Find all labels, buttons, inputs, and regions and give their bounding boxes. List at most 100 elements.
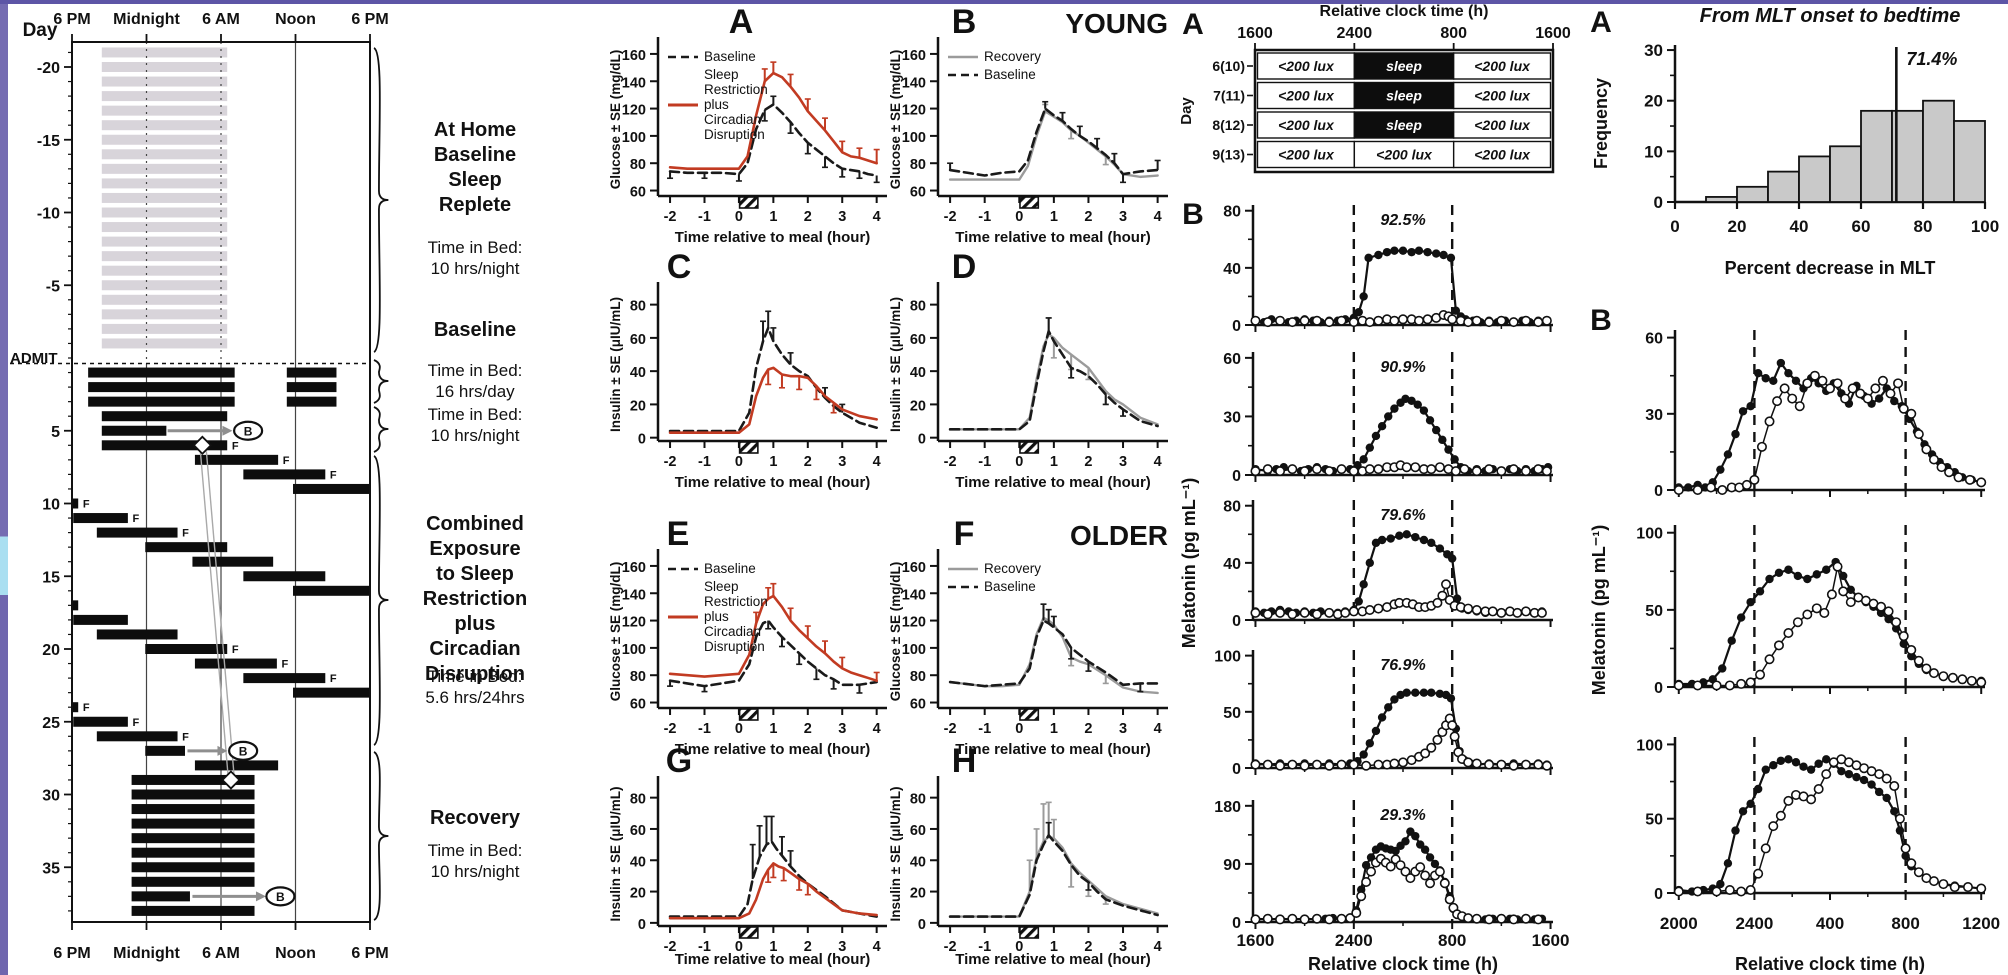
phase-recovery-title: Recovery [429, 807, 521, 829]
table-letter: A [1182, 8, 1204, 41]
svg-text:60: 60 [1852, 217, 1871, 236]
svg-text:80: 80 [630, 792, 646, 808]
svg-text:2: 2 [1084, 454, 1092, 470]
x-axis-label: Relative clock time (h) [1735, 954, 1925, 974]
svg-text:0: 0 [918, 432, 926, 448]
svg-text:-2: -2 [944, 939, 957, 955]
y-axis-label: Glucose ± SE (mg/dL) [608, 562, 623, 701]
svg-text:30: 30 [1644, 41, 1663, 60]
svg-text:40: 40 [630, 365, 646, 381]
bottom-time-label: 6 PM [351, 945, 388, 962]
svg-text:2: 2 [804, 209, 812, 225]
svg-text:0: 0 [1654, 483, 1663, 500]
phase-brace [373, 455, 389, 746]
meal-hatch-bar [738, 926, 759, 939]
day-tick-label: 25 [42, 715, 60, 732]
svg-text:80: 80 [630, 669, 646, 685]
svg-text:0: 0 [1015, 454, 1023, 470]
x-tick-label: 1200 [1962, 914, 2000, 933]
table-cell-text: <200 lux [1474, 117, 1531, 133]
svg-text:-1: -1 [698, 454, 711, 470]
svg-text:2: 2 [1084, 939, 1092, 955]
svg-text:3: 3 [838, 454, 846, 470]
svg-text:4: 4 [1154, 721, 1162, 737]
svg-text:80: 80 [1223, 204, 1241, 221]
legend-label: Circadian [704, 112, 761, 127]
food-marker: F [330, 469, 337, 481]
table-cell-text: sleep [1386, 117, 1422, 133]
mel-subplot-5: 0 90 180 29.3% [1214, 799, 1553, 932]
svg-text:0: 0 [1015, 721, 1023, 737]
left-border-strip [0, 0, 8, 975]
bottom-time-label: 6 PM [53, 945, 90, 962]
svg-text:-1: -1 [978, 721, 991, 737]
panel-letter: F [954, 515, 975, 553]
series-sleep-restriction-plus-circadian-disruption [668, 71, 878, 170]
svg-text:120: 120 [622, 103, 646, 119]
svg-text:0: 0 [735, 721, 743, 737]
legend-label: Restriction [704, 594, 768, 609]
panel-letter: D [952, 248, 977, 286]
svg-text:140: 140 [622, 587, 646, 603]
svg-text:40: 40 [1790, 217, 1809, 236]
legend-label: Baseline [704, 49, 756, 64]
svg-text:160: 160 [902, 48, 926, 64]
hist-bar [1829, 145, 1862, 203]
svg-text:-1: -1 [978, 939, 991, 955]
meal-hatch-bar [1019, 441, 1040, 454]
svg-text:0: 0 [735, 209, 743, 225]
svg-text:140: 140 [622, 75, 646, 91]
median-percent-label: 71.4% [1906, 49, 1957, 69]
svg-text:1: 1 [1050, 454, 1058, 470]
table-cell-text: <200 lux [1376, 147, 1433, 163]
food-marker: F [282, 659, 289, 671]
svg-text:40: 40 [1223, 261, 1241, 278]
svg-text:3: 3 [1119, 209, 1127, 225]
svg-text:80: 80 [910, 157, 926, 173]
svg-text:4: 4 [873, 721, 881, 737]
assessment-diamond [221, 770, 241, 790]
x-tick-label: 2400 [1735, 914, 1773, 933]
y-axis-label: Melatonin (pg mL⁻¹) [1179, 478, 1199, 648]
mel-subplot-3: 0 50 100 [1636, 737, 1987, 903]
svg-text:4: 4 [873, 454, 881, 470]
svg-text:80: 80 [1914, 217, 1933, 236]
svg-text:-2: -2 [664, 454, 677, 470]
svg-text:-1: -1 [978, 209, 991, 225]
svg-text:160: 160 [902, 560, 926, 576]
phase-recovery-sub: Time in Bed: 10 hrs/night [427, 841, 523, 881]
blood-sample-letter: B [244, 424, 253, 438]
series-baseline [948, 833, 1159, 918]
svg-text:-1: -1 [978, 454, 991, 470]
blood-sample-letter: B [276, 890, 285, 904]
day-tick-label: 15 [42, 569, 60, 586]
food-marker: F [283, 455, 290, 467]
mel-subplot-2: 0 50 100 [1636, 525, 1987, 697]
top-time-label: Midnight [113, 11, 180, 28]
phase-fd-sub: Time in Bed: 5.6 hrs/24hrs [425, 667, 525, 707]
suppression-percent: 79.6% [1380, 507, 1425, 524]
legend-label: Recovery [984, 49, 1041, 64]
x-tick-label: 1600 [1532, 931, 1570, 950]
mel-subplot-4: 0 50 100 76.9% [1214, 649, 1553, 778]
table-axis-title: Relative clock time (h) [1320, 3, 1489, 20]
series-sleep-restriction-plus-circadian-disruption [668, 594, 878, 682]
svg-text:60: 60 [1645, 331, 1663, 348]
table-cell-text: <200 lux [1278, 147, 1335, 163]
series-baseline [948, 329, 1159, 431]
svg-text:3: 3 [838, 209, 846, 225]
legend-label: plus [704, 97, 729, 112]
hist-bar [1736, 185, 1769, 203]
svg-text:1: 1 [769, 939, 777, 955]
svg-text:20: 20 [630, 886, 646, 902]
legend-label: Sleep [704, 579, 739, 594]
blood-sample-ellipse [233, 420, 264, 441]
x-axis-label: Percent decrease in MLT [1725, 258, 1936, 278]
